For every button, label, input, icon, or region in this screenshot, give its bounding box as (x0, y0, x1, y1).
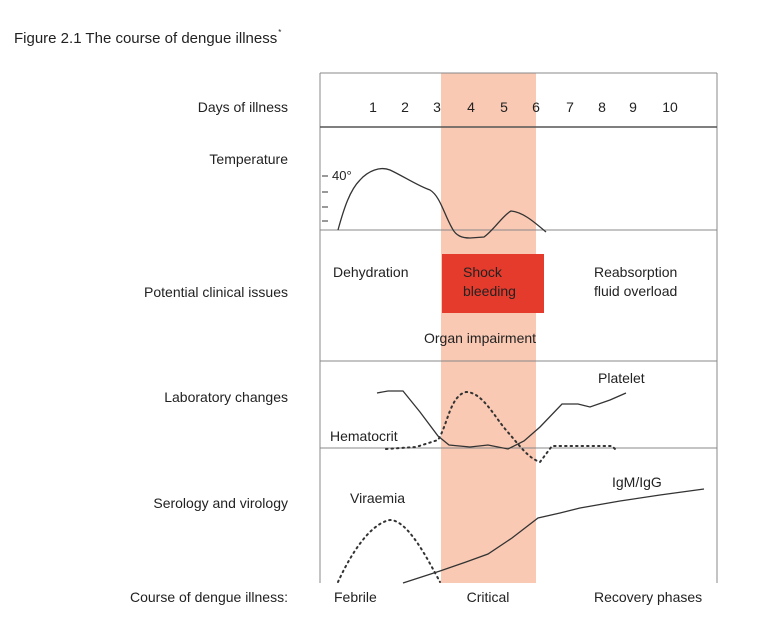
hematocrit-label: Hematocrit (330, 428, 398, 444)
temperature-peak-label: 40° (332, 168, 352, 183)
hematocrit-curve (385, 390, 617, 464)
igm-igg-label: IgM/IgG (612, 474, 662, 490)
row-label-days: Days of illness (198, 99, 288, 115)
day-number-3: 3 (433, 99, 441, 115)
day-number-8: 8 (598, 99, 606, 115)
row-label-laboratory: Laboratory changes (164, 389, 288, 405)
row-label-serology: Serology and virology (153, 495, 288, 511)
day-number-10: 10 (662, 99, 678, 115)
platelet-curve (376, 390, 627, 450)
day-number-1: 1 (369, 99, 377, 115)
day-number-9: 9 (629, 99, 637, 115)
viraemia-label: Viraemia (350, 490, 405, 506)
row-label-clinical: Potential clinical issues (144, 284, 288, 300)
day-numbers: 1 2 3 4 5 6 7 8 9 10 (369, 99, 678, 115)
phase-critical-label: Critical (467, 589, 510, 605)
critical-phase-band (441, 73, 536, 583)
row-label-course: Course of dengue illness: (130, 589, 288, 605)
day-number-5: 5 (500, 99, 508, 115)
figure-title: Figure 2.1 The course of dengue illness (14, 30, 277, 47)
igm-igg-curve (402, 488, 705, 584)
viraemia-curve (337, 518, 441, 583)
bleeding-label: bleeding (463, 283, 516, 299)
figure-title-marker: * (278, 28, 281, 37)
platelet-label: Platelet (598, 370, 645, 386)
fluid-overload-label: fluid overload (594, 283, 677, 299)
organ-impairment-label: Organ impairment (424, 330, 536, 346)
dehydration-label: Dehydration (333, 264, 409, 280)
temperature-ticks (322, 175, 328, 222)
phase-recovery-label: Recovery phases (594, 589, 702, 605)
temperature-curve (337, 167, 547, 239)
phase-febrile-label: Febrile (334, 589, 377, 605)
day-number-2: 2 (401, 99, 409, 115)
day-number-7: 7 (566, 99, 574, 115)
reabsorption-label: Reabsorption (594, 264, 677, 280)
day-number-4: 4 (467, 99, 475, 115)
day-number-6: 6 (532, 99, 540, 115)
shock-label: Shock (463, 264, 503, 280)
shock-bleeding-box (442, 254, 544, 313)
row-label-temperature: Temperature (209, 151, 288, 167)
